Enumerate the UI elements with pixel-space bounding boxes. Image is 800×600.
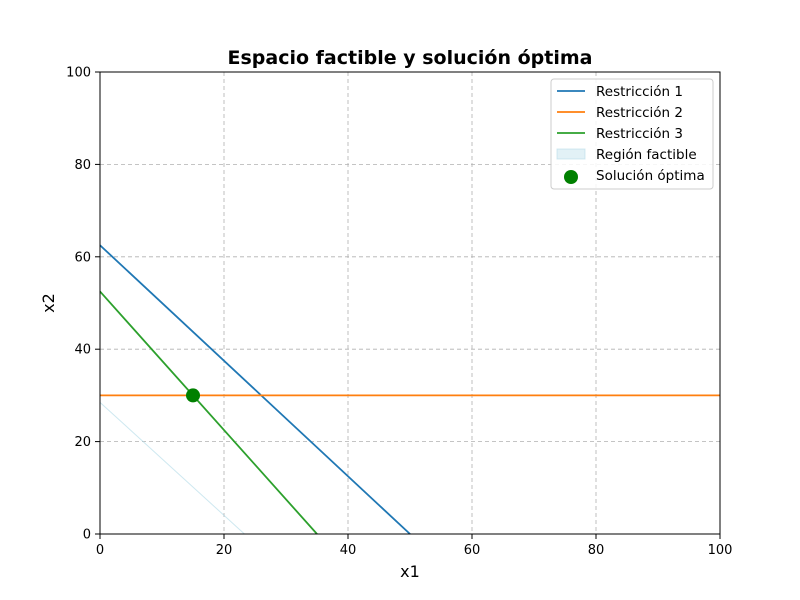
x-tick-label: 60 <box>464 543 481 558</box>
optimal-point-layer <box>186 388 200 403</box>
legend-box <box>550 78 714 190</box>
x-tick-label: 0 <box>96 543 104 558</box>
axis-ticks: 0 20 40 60 80 100 0 20 40 60 80 100 <box>66 66 732 559</box>
legend-label: Solución óptima <box>596 168 705 184</box>
y-tick-label: 80 <box>74 158 91 173</box>
legend-swatch-marker <box>564 170 578 184</box>
y-tick-label: 40 <box>74 343 91 358</box>
x-tick-label: 20 <box>216 543 233 558</box>
series-line-restriccion-3 <box>99 290 318 535</box>
y-tick-label: 20 <box>74 435 91 450</box>
x-axis-label: x1 <box>400 562 420 581</box>
x-tick-label: 100 <box>708 543 733 558</box>
feasible-region-layer <box>99 401 245 535</box>
plot-frame <box>99 71 721 535</box>
x-tick-label: 40 <box>340 543 357 558</box>
feasible-region <box>99 401 245 535</box>
legend-label: Restricción 1 <box>596 84 683 100</box>
y-tick-label: 0 <box>83 528 91 543</box>
legend-label: Restricción 2 <box>596 105 683 121</box>
y-tick-label: 60 <box>74 250 91 265</box>
x-tick-label: 80 <box>588 543 605 558</box>
y-tick-label: 100 <box>66 66 91 81</box>
y-axis-label: x2 <box>39 293 58 313</box>
series-layer <box>99 244 720 535</box>
legend-label: Restricción 3 <box>596 126 683 142</box>
optimal-solution-point <box>186 388 200 403</box>
legend-swatch-patch <box>556 148 586 160</box>
chart-title: Espacio factible y solución óptima <box>228 47 593 69</box>
legend: Restricción 1 Restricción 2 Restricción 3 R… <box>550 78 714 190</box>
series-line-restriccion-1 <box>99 244 411 535</box>
legend-label: Región factible <box>596 147 697 163</box>
